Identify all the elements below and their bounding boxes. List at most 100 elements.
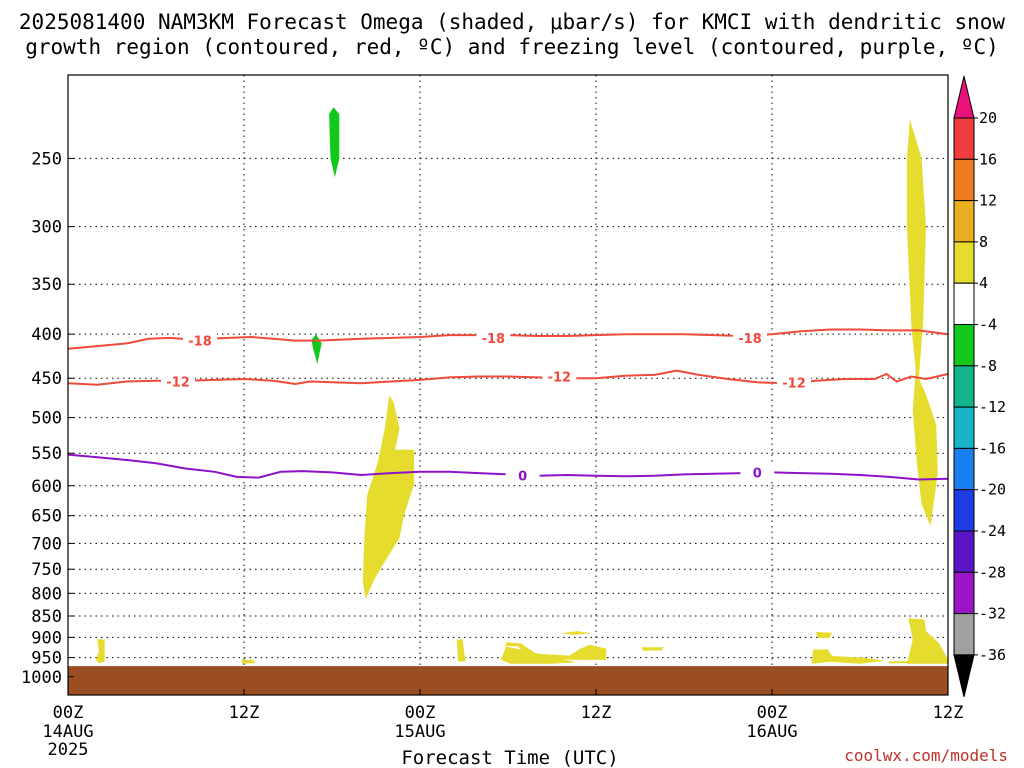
y-tick-label-700: 700 — [31, 534, 62, 554]
omega-positive-region-3 — [906, 119, 938, 526]
x-tick-sublabel-0-0: 14AUG — [42, 722, 93, 742]
contour-label-0-0: -18 — [188, 335, 212, 350]
omega-positive-region-8 — [560, 631, 592, 635]
omega-positive-region-5 — [241, 659, 256, 664]
omega-colorbar: 20 16 12 8 4 -4 -8 -12 -16 -20 -24 -28 -32 -36 — [953, 75, 1006, 698]
omega-positive-region-7 — [500, 642, 607, 664]
omega-positive-region-12 — [887, 660, 912, 664]
x-tick-sublabel-2-0: 15AUG — [394, 722, 445, 742]
y-tick-label-800: 800 — [31, 584, 62, 604]
x-tick-sublabel-0-1: 2025 — [48, 740, 89, 760]
colorbar-label-3: 8 — [979, 233, 988, 251]
y-tick-label-1000: 1000 — [21, 668, 62, 688]
contour-label-bg-0-1 — [476, 329, 511, 345]
colorbar-segment-4 — [953, 282, 975, 326]
contour-label-0-2: -18 — [738, 332, 762, 347]
omega-negative-region-0 — [329, 107, 340, 178]
contour-label-1-0: -12 — [166, 376, 190, 391]
y-tick-label-450: 450 — [31, 369, 62, 389]
colorbar-segment-1 — [953, 158, 975, 202]
omega-positive-region-4 — [95, 639, 105, 664]
y-tick-label-400: 400 — [31, 325, 62, 345]
plot-frame — [67, 74, 949, 696]
x-axis-title: Forecast Time (UTC) — [401, 747, 618, 768]
contour-label-bg-0-0 — [183, 332, 217, 348]
colorbar-top-arrow — [953, 75, 975, 119]
colorbar-segment-10 — [953, 530, 975, 573]
grid-lines — [68, 75, 948, 695]
colorbar-label-13: -36 — [979, 646, 1006, 664]
contour-label-1-2: -12 — [782, 376, 806, 391]
y-tick-label-850: 850 — [31, 607, 62, 627]
y-tick-label-350: 350 — [31, 275, 62, 295]
contour-label-2-0: 0 — [518, 470, 527, 485]
colorbar-label-5: -4 — [979, 316, 997, 334]
colorbar-segment-7 — [953, 406, 975, 449]
y-tick-label-950: 950 — [31, 649, 62, 669]
colorbar-segment-5 — [953, 324, 975, 367]
colorbar-label-4: 4 — [979, 274, 988, 292]
colorbar-segment-11 — [953, 571, 975, 615]
y-tick-label-500: 500 — [31, 409, 62, 429]
y-tick-label-600: 600 — [31, 477, 62, 497]
omega-positive-region-11 — [811, 649, 885, 664]
colorbar-label-9: -20 — [979, 481, 1006, 499]
contour-label-1-1: -12 — [548, 371, 572, 386]
colorbar-label-8: -16 — [979, 439, 1006, 457]
colorbar-bottom-arrow — [953, 654, 975, 698]
omega-positive-region-6 — [456, 639, 466, 662]
x-tick-label-2: 00Z — [405, 703, 436, 723]
colorbar-label-7: -12 — [979, 398, 1006, 416]
colorbar-segment-0 — [953, 117, 975, 160]
credit-link[interactable]: coolwx.com/models — [844, 746, 1008, 765]
temperature-contours: -18 -18 -18 -12 -12 -12 0 0 — [67, 328, 949, 485]
contour-label-bg-1-0 — [161, 373, 195, 389]
y-tick-label-550: 550 — [31, 444, 62, 464]
colorbar-label-11: -28 — [979, 563, 1006, 581]
colorbar-label-6: -8 — [979, 357, 997, 375]
contour-label-bg-1-1 — [542, 368, 577, 384]
omega-shading — [95, 107, 948, 664]
colorbar-label-12: -32 — [979, 605, 1006, 623]
y-tick-label-650: 650 — [31, 507, 62, 527]
omega-positive-region-9 — [641, 647, 664, 651]
contour-line-2 — [67, 453, 949, 481]
colorbar-label-0: 20 — [979, 109, 997, 127]
ground-surface — [68, 666, 948, 695]
omega-positive-region-10 — [816, 631, 833, 639]
colorbar-segment-3 — [953, 241, 975, 284]
colorbar-segment-8 — [953, 447, 975, 491]
y-tick-label-900: 900 — [31, 628, 62, 648]
y-tick-label-250: 250 — [31, 149, 62, 169]
contour-label-0-1: -18 — [482, 332, 506, 347]
x-tick-label-5: 12Z — [933, 703, 964, 723]
x-tick-label-3: 12Z — [581, 703, 612, 723]
x-tick-sublabel-4-0: 16AUG — [746, 722, 797, 742]
x-tick-label-1: 12Z — [229, 703, 260, 723]
chart-title-line2: growth region (contoured, red, ºC) and f… — [25, 35, 999, 59]
omega-negative-region-1 — [311, 334, 322, 364]
contour-label-bg-2-1 — [740, 464, 775, 480]
contour-label-2-1: 0 — [753, 466, 762, 481]
contour-label-bg-2-0 — [505, 467, 540, 483]
contour-label-bg-0-2 — [733, 329, 767, 345]
y-tick-label-750: 750 — [31, 560, 62, 580]
x-tick-label-0: 00Z — [53, 703, 84, 723]
colorbar-label-2: 12 — [979, 192, 997, 210]
chart-title-line1: 2025081400 NAM3KM Forecast Omega (shaded… — [19, 10, 1006, 34]
colorbar-segment-2 — [953, 200, 975, 243]
omega-positive-region-13 — [906, 618, 948, 664]
colorbar-label-1: 16 — [979, 150, 997, 168]
pressure-axis: 2503003504004505005506006507007508008509… — [21, 149, 74, 688]
contour-label-bg-1-2 — [777, 374, 811, 390]
y-tick-label-300: 300 — [31, 218, 62, 238]
colorbar-segment-12 — [953, 613, 975, 656]
x-tick-label-4: 00Z — [757, 703, 788, 723]
omega-positive-region-2 — [362, 395, 415, 599]
colorbar-label-10: -24 — [979, 522, 1006, 540]
contour-line-1 — [67, 369, 949, 386]
colorbar-segment-6 — [953, 365, 975, 408]
colorbar-segment-9 — [953, 489, 975, 532]
